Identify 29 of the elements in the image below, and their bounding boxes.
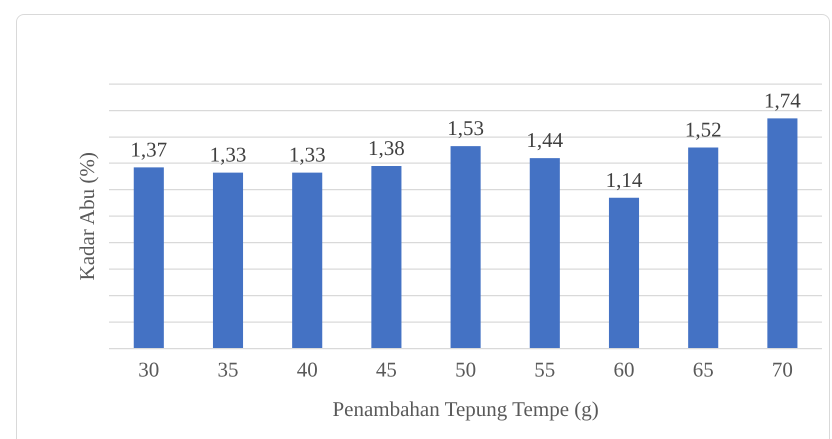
bar <box>212 172 244 348</box>
bar <box>688 148 718 348</box>
data-label: 1,38 <box>368 136 405 160</box>
bar <box>371 166 402 348</box>
x-tick-label: 40 <box>296 358 318 382</box>
x-tick-label: 35 <box>218 358 238 382</box>
data-label: 1,37 <box>130 137 168 162</box>
bar <box>608 198 640 348</box>
data-label: 1,52 <box>684 118 722 142</box>
data-label: 1,53 <box>447 116 484 140</box>
bar <box>134 167 164 348</box>
x-tick-label: 65 <box>692 358 714 382</box>
bar <box>450 146 481 348</box>
x-tick-label: 60 <box>614 358 634 382</box>
x-axis-title: Penambahan Tepung Tempe (g) <box>332 396 599 421</box>
data-label: 1,74 <box>764 88 802 112</box>
data-label: 1,33 <box>288 142 326 167</box>
x-tick-label: 70 <box>772 358 793 382</box>
bar <box>292 172 322 348</box>
x-tick-label: 55 <box>534 358 556 382</box>
x-tick-label: 50 <box>455 358 476 382</box>
data-label: 1,44 <box>526 128 564 152</box>
data-label: 1,33 <box>210 142 246 167</box>
bar <box>767 118 798 348</box>
data-label: 1,14 <box>606 168 643 192</box>
x-tick-label: 30 <box>138 358 160 382</box>
bar <box>530 158 560 348</box>
y-axis-title: Kadar Abu (%) <box>75 152 100 280</box>
x-tick-label: 45 <box>376 358 397 382</box>
